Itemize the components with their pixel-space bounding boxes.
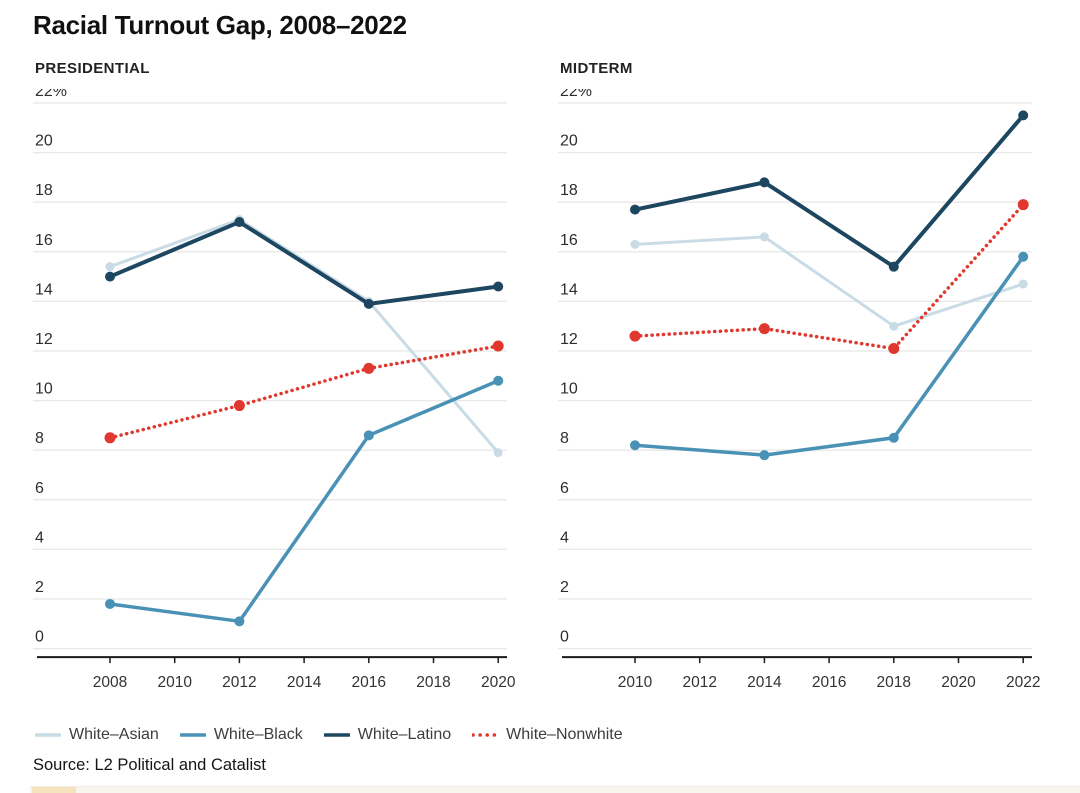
- presidential-chart-figure: PRESIDENTIAL 22% 20 18 16 14 12 10 8 6 4 2 0 2008 201…: [33, 60, 538, 703]
- white-latino-line-swatch-icon: [323, 733, 350, 737]
- svg-text:6: 6: [560, 480, 569, 497]
- series-white-black: [630, 251, 1029, 461]
- page-title: Racial Turnout Gap, 2008–2022: [33, 10, 407, 40]
- svg-text:2010: 2010: [618, 674, 653, 691]
- svg-text:2012: 2012: [682, 674, 716, 691]
- svg-text:22%: 22%: [560, 89, 592, 100]
- svg-text:2018: 2018: [877, 674, 911, 691]
- svg-text:18: 18: [35, 182, 53, 199]
- presidential-chart-label: PRESIDENTIAL: [35, 60, 150, 77]
- svg-text:4: 4: [560, 529, 569, 546]
- white-black-line-swatch-icon: [179, 733, 206, 737]
- series-white-latino: [630, 110, 1029, 272]
- chart-legend: White–Asian White–Black White–Latino Whi…: [35, 726, 623, 744]
- svg-text:12: 12: [560, 331, 578, 348]
- svg-text:2020: 2020: [941, 674, 976, 691]
- svg-text:2010: 2010: [157, 674, 192, 691]
- source-caption: Source: L2 Political and Catalist: [33, 756, 266, 774]
- svg-text:2: 2: [35, 579, 44, 596]
- legend-label: White–Asian: [69, 726, 159, 743]
- svg-text:4: 4: [35, 529, 44, 546]
- svg-text:2016: 2016: [352, 674, 386, 691]
- legend-label: White–Nonwhite: [506, 726, 623, 743]
- midterm-chart-label: MIDTERM: [560, 60, 633, 77]
- legend-item-white-nonwhite: White–Nonwhite: [472, 726, 623, 744]
- series-white-asian: [630, 232, 1028, 331]
- next-section-edge: [30, 786, 1080, 793]
- svg-text:0: 0: [35, 629, 44, 646]
- white-nonwhite-dotted-swatch-icon: [472, 733, 499, 737]
- svg-text:2008: 2008: [93, 674, 127, 691]
- legend-item-white-latino: White–Latino: [323, 726, 452, 744]
- svg-text:20: 20: [35, 133, 53, 150]
- svg-text:2022: 2022: [1006, 674, 1040, 691]
- series-white-nonwhite: [104, 340, 504, 444]
- svg-text:2014: 2014: [287, 674, 322, 691]
- x-axis-ticks: 2008 2010 2012 2014 2016 2018 2020: [93, 657, 516, 691]
- svg-text:12: 12: [35, 331, 53, 348]
- svg-text:14: 14: [35, 281, 53, 298]
- next-section-accent: [32, 787, 76, 793]
- legend-label: White–Latino: [357, 726, 452, 743]
- svg-text:22%: 22%: [35, 89, 67, 100]
- svg-text:2016: 2016: [812, 674, 846, 691]
- svg-text:2014: 2014: [747, 674, 782, 691]
- series-white-nonwhite: [629, 199, 1029, 355]
- svg-text:8: 8: [35, 430, 44, 447]
- svg-text:2: 2: [560, 579, 569, 596]
- svg-text:16: 16: [35, 232, 53, 249]
- legend-item-white-asian: White–Asian: [35, 726, 159, 744]
- white-asian-line-swatch-icon: [35, 733, 61, 737]
- svg-text:20: 20: [560, 133, 578, 150]
- svg-text:2012: 2012: [222, 674, 256, 691]
- x-axis-ticks: 2010 2012 2014 2016 2018 2020 2022: [618, 657, 1040, 691]
- legend-label: White–Black: [213, 726, 303, 743]
- series-white-black: [105, 375, 504, 627]
- series-white-latino: [105, 217, 504, 309]
- svg-text:18: 18: [560, 182, 578, 199]
- svg-text:10: 10: [560, 381, 578, 398]
- svg-text:8: 8: [560, 430, 569, 447]
- svg-text:16: 16: [560, 232, 578, 249]
- svg-text:2020: 2020: [481, 674, 516, 691]
- svg-text:10: 10: [35, 381, 53, 398]
- midterm-chart-figure: MIDTERM 22% 20 18 16 14 12 10 8 6 4 2 0 2010 2012 2014…: [558, 60, 1063, 703]
- legend-item-white-black: White–Black: [179, 726, 303, 744]
- svg-text:0: 0: [560, 629, 569, 646]
- svg-text:6: 6: [35, 480, 44, 497]
- svg-text:2018: 2018: [416, 674, 450, 691]
- svg-text:14: 14: [560, 281, 578, 298]
